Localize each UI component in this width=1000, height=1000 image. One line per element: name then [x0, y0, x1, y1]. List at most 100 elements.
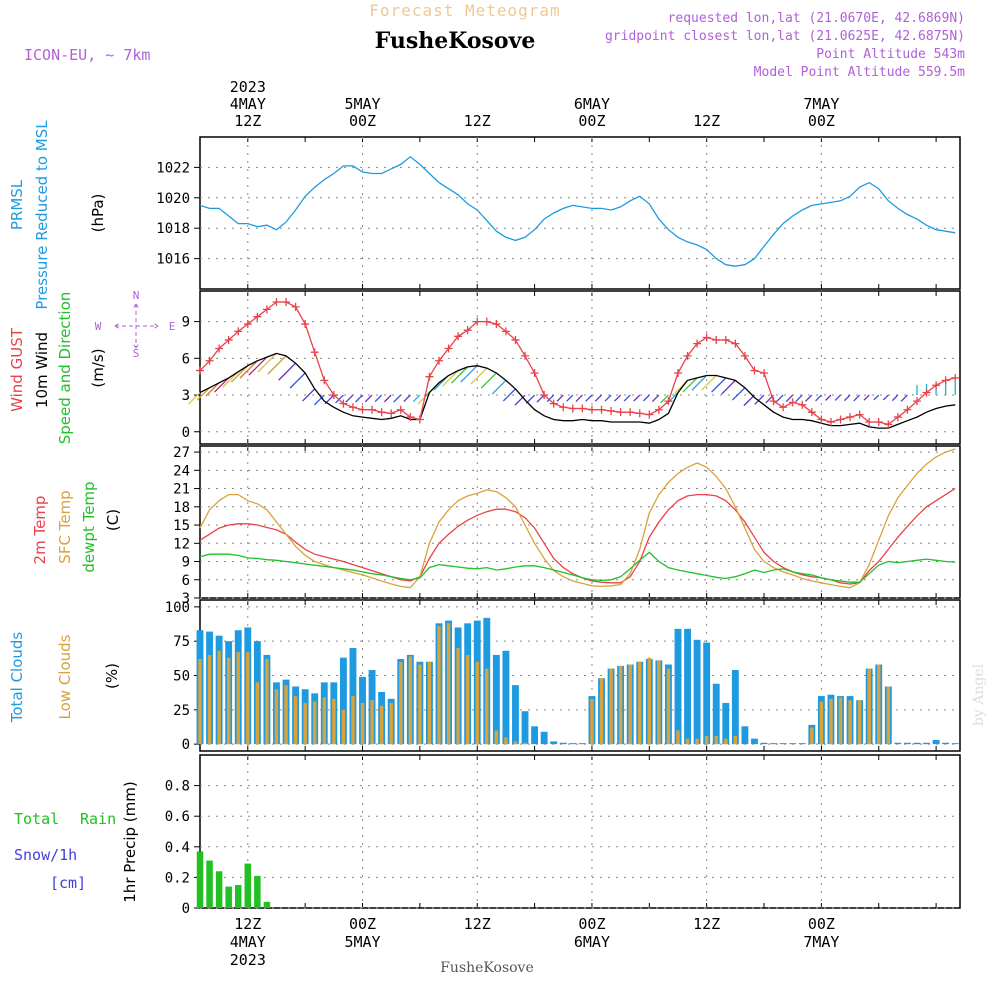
temperature-ytick-label: 21: [173, 482, 190, 498]
pressure-line: [199, 155, 956, 267]
wind-arrow: [721, 379, 736, 395]
low-cloud-bar: [590, 698, 594, 745]
gust-marker: [798, 400, 807, 409]
gust-marker: [473, 317, 482, 326]
wind-gust-line: [199, 301, 956, 426]
wind-arrow: [743, 394, 755, 407]
pressure-unit: (hPa): [89, 194, 107, 233]
total-cloud-bar: [559, 742, 567, 745]
gust-marker: [817, 415, 826, 424]
wind-arrow: [891, 394, 899, 402]
compass-s: S: [133, 347, 140, 360]
gust-marker: [750, 366, 759, 375]
gust-marker: [253, 312, 262, 321]
wind-arrow: [480, 372, 497, 389]
temperature-ytick-label: 6: [182, 573, 190, 589]
wind-arrow: [633, 394, 641, 402]
gust-marker: [205, 356, 214, 365]
wind-arrow: [643, 394, 650, 402]
wind-arrow: [660, 394, 669, 404]
gust-marker: [549, 399, 558, 408]
wind-arrow: [853, 394, 861, 402]
total-cloud-bar: [512, 685, 519, 745]
total-cloud-bar: [760, 742, 768, 745]
total-cloud-bar: [502, 650, 510, 745]
wind-unit: (m/s): [89, 348, 107, 387]
low-cloud-bar: [494, 730, 499, 745]
low-cloud-bar: [704, 735, 709, 745]
total-cloud-bar: [339, 657, 347, 745]
time-label-bottom: 12Z: [693, 915, 720, 933]
precip-unit-label: 1hr Precip (mm): [121, 781, 139, 902]
gridpoint-coords: gridpoint closest lon,lat (21.0625E, 42.…: [605, 29, 965, 44]
pressure-label-desc: Pressure Reduced to MSL: [33, 120, 51, 310]
low-cloud-bar: [618, 665, 623, 745]
wind-arrow: [374, 394, 383, 403]
temperature-ytick-label: 27: [173, 445, 190, 461]
low-cloud-bar: [207, 654, 212, 745]
gust-marker: [540, 391, 549, 400]
wind-direction-label: Speed and Direction: [56, 292, 74, 445]
time-label-bottom: 12Z: [464, 915, 491, 933]
temperature-ytick-label: 9: [182, 555, 190, 571]
pressure-ytick-label: 1016: [156, 252, 190, 268]
total-cloud-bar: [770, 743, 778, 745]
low-cloud-bar: [819, 701, 824, 745]
precip-snow-label: Snow/1h: [14, 846, 77, 864]
precipitation-ytick-label: 0.8: [165, 779, 190, 795]
pressure-ytick-label: 1020: [156, 191, 190, 207]
total-cloud-bar: [798, 743, 806, 745]
wind-ytick-label: 9: [182, 315, 190, 331]
precipitation-ytick-label: 0.6: [165, 809, 190, 825]
wind-arrow: [196, 387, 211, 401]
gust-marker: [654, 405, 663, 414]
wind-arrow: [754, 394, 765, 405]
temperature-ytick-label: 15: [173, 518, 190, 534]
wind-arrow: [205, 382, 220, 397]
gust-marker: [559, 403, 568, 412]
low-cloud-bar: [829, 698, 833, 745]
gust-marker: [941, 376, 950, 385]
wind-arrow: [450, 366, 469, 384]
time-label-bottom: 7MAY: [803, 933, 839, 951]
gust-marker: [702, 333, 711, 342]
low-cloud-bar: [714, 735, 718, 745]
low-cloud-bar: [857, 700, 862, 745]
gust-marker: [291, 302, 300, 311]
gust-marker: [865, 417, 874, 426]
gust-marker: [951, 373, 960, 382]
model-name: ICON-EU, ~ 7km: [24, 46, 150, 64]
clouds-ytick-label: 25: [173, 703, 190, 719]
total-cloud-bar: [521, 711, 529, 745]
wind-arrow: [248, 356, 268, 376]
total-cloud-bar: [779, 743, 787, 745]
total-cloud-bar: [741, 726, 749, 745]
gust-marker: [846, 413, 855, 422]
low-cloud-bar: [475, 661, 479, 745]
wind-10m-label: 10m Wind: [33, 332, 51, 408]
gust-marker: [712, 335, 721, 344]
wind-arrow: [460, 365, 478, 383]
total-cloud-bar: [578, 743, 586, 745]
wind-arrow: [682, 377, 698, 393]
low-cloud-bar: [341, 709, 346, 745]
grid-layer: [200, 137, 960, 909]
wind-speed-line: [199, 352, 956, 429]
low-cloud-bar: [695, 738, 699, 745]
gust-marker: [368, 405, 377, 414]
total-cloud-bar: [751, 738, 758, 745]
time-label-top: 00Z: [578, 112, 605, 130]
precipitation-frame: [199, 754, 961, 909]
precipitation-ytick-label: 0.2: [165, 870, 190, 886]
pressure-frame: [199, 136, 961, 290]
gust-marker: [463, 326, 472, 335]
low-cloud-bar: [657, 660, 661, 745]
wind-arrow: [815, 394, 822, 402]
wind-arrow: [594, 394, 602, 402]
total-cloud-bar: [531, 726, 539, 745]
gust-marker: [616, 408, 625, 417]
wind-arrow: [239, 360, 258, 379]
gust-marker: [664, 397, 673, 406]
wind-arrow: [566, 394, 574, 402]
gust-marker: [396, 405, 405, 414]
